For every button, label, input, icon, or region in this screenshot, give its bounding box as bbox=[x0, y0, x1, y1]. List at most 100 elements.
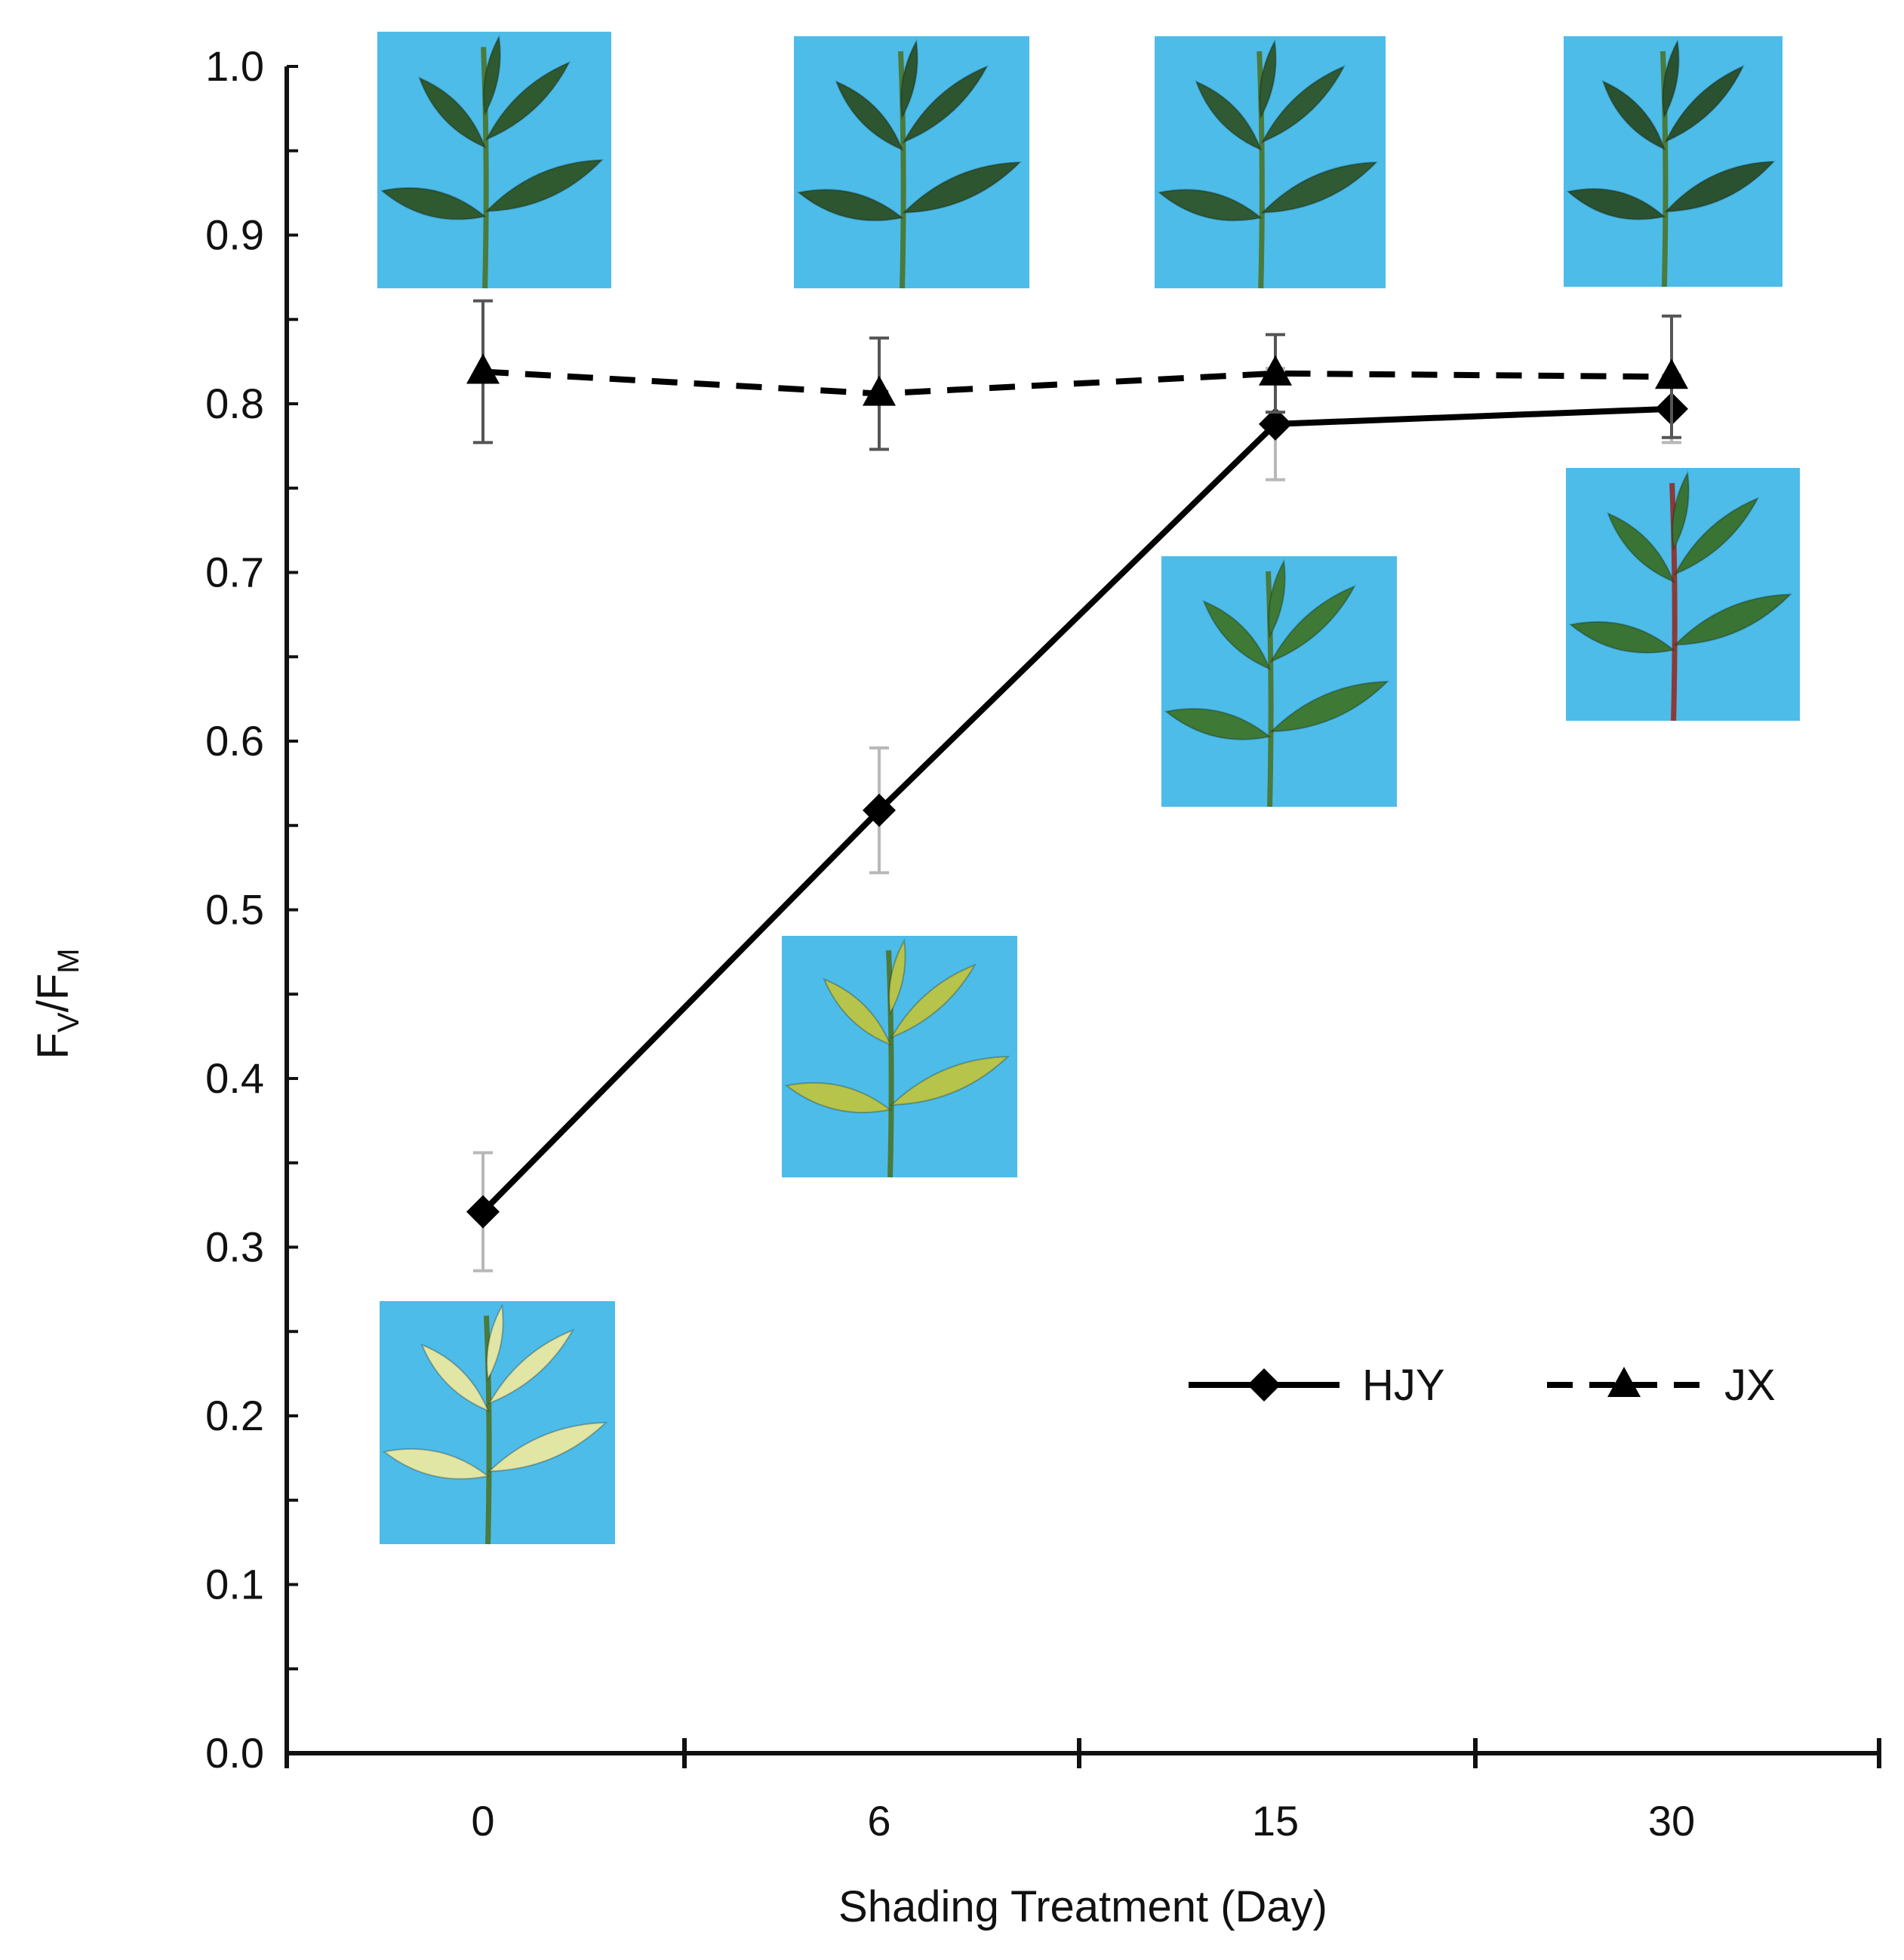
data-point-triangle bbox=[466, 353, 500, 384]
leaf bbox=[1164, 708, 1272, 740]
leaf bbox=[380, 186, 487, 220]
data-point-triangle bbox=[1259, 355, 1292, 386]
leaf-stem bbox=[481, 47, 489, 289]
leaf-photo-hjy-day-15 bbox=[1161, 556, 1397, 808]
leaf bbox=[1664, 160, 1776, 213]
x-axis-title: Shading Treatment (Day) bbox=[838, 1882, 1327, 1931]
legend-item-hjy: HJY bbox=[1189, 1361, 1445, 1410]
leaf-photo-jx-day-15 bbox=[1155, 36, 1386, 289]
x-tick-label: 30 bbox=[1648, 1797, 1695, 1845]
leaf-photo-hjy-day-0 bbox=[380, 1301, 615, 1545]
leaf bbox=[835, 80, 904, 152]
leaf bbox=[1673, 497, 1760, 576]
y-axis-title-sub-m: M bbox=[52, 949, 85, 974]
data-point-diamond bbox=[466, 1195, 500, 1229]
leaf-stem bbox=[484, 1315, 492, 1545]
legend-item-jx: JX bbox=[1547, 1361, 1776, 1410]
y-axis-title: FV/FM bbox=[29, 949, 85, 1060]
leaf bbox=[784, 1082, 892, 1114]
leaf bbox=[902, 161, 1023, 214]
legend-jx-triangle-marker bbox=[1607, 1367, 1641, 1397]
axes: 0.0 0.1 0.2 0.3 0.4 0.5 0.6 0.7 0.8 0.9 1.0 0 6 15 30 bbox=[205, 42, 1881, 1845]
leaf bbox=[1662, 38, 1680, 119]
series-jx bbox=[466, 299, 1688, 451]
leaf-photo-jx-day-30 bbox=[1564, 36, 1783, 288]
y-axis-title-sub-v: V bbox=[52, 1012, 85, 1032]
leaf bbox=[420, 1343, 490, 1412]
leaf-photo-hjy-day-30 bbox=[1566, 468, 1800, 722]
y-axis-title-main: F bbox=[29, 1032, 78, 1059]
leaf bbox=[796, 189, 904, 222]
y-axis-title-sep: /F bbox=[29, 974, 78, 1013]
leaf-stem bbox=[898, 51, 906, 289]
leaf bbox=[1202, 599, 1272, 671]
series-line bbox=[482, 368, 1672, 397]
leaf-stem bbox=[1257, 51, 1265, 289]
data-point-triangle bbox=[1655, 358, 1688, 389]
leaf bbox=[488, 1328, 575, 1405]
y-tick-label: 0.7 bbox=[205, 549, 264, 596]
legend-hjy-label: HJY bbox=[1362, 1361, 1445, 1410]
leaf-photo-jx-day-6 bbox=[794, 36, 1029, 289]
leaf-photos bbox=[377, 32, 1800, 1545]
leaf bbox=[1157, 189, 1263, 222]
leaf bbox=[1601, 79, 1666, 151]
y-tick-label: 0.4 bbox=[205, 1054, 264, 1102]
leaf bbox=[889, 1055, 1010, 1106]
y-ticks: 0.0 0.1 0.2 0.3 0.4 0.5 0.6 0.7 0.8 0.9 1.0 bbox=[205, 42, 298, 1777]
leaf bbox=[486, 1303, 504, 1382]
leaf bbox=[1260, 161, 1379, 214]
leaf-stem bbox=[1669, 482, 1678, 722]
leaf-stem bbox=[1266, 571, 1274, 808]
y-tick-label: 0.0 bbox=[205, 1729, 264, 1777]
leaf bbox=[1269, 680, 1390, 733]
leaf bbox=[1259, 38, 1277, 120]
leaf bbox=[1607, 512, 1675, 583]
legend-hjy-diamond-marker bbox=[1247, 1368, 1281, 1402]
leaf bbox=[823, 977, 892, 1046]
leaf bbox=[890, 963, 977, 1039]
leaf bbox=[1268, 558, 1286, 639]
y-tick-label: 0.5 bbox=[205, 886, 264, 934]
leaf bbox=[902, 65, 989, 144]
data-point-diamond bbox=[863, 793, 896, 827]
leaf bbox=[1672, 470, 1690, 552]
leaf bbox=[484, 158, 604, 213]
leaf bbox=[382, 1448, 490, 1480]
y-tick-label: 0.3 bbox=[205, 1223, 264, 1271]
leaf-stem bbox=[886, 950, 894, 1178]
series-hjy bbox=[466, 367, 1688, 1272]
y-tick-label: 0.8 bbox=[205, 380, 264, 427]
leaf bbox=[1568, 620, 1675, 654]
leaf bbox=[418, 76, 487, 149]
leaf bbox=[483, 34, 501, 116]
y-tick-label: 0.9 bbox=[205, 211, 264, 259]
x-tick-label: 0 bbox=[471, 1797, 494, 1845]
y-tick-label: 0.6 bbox=[205, 717, 264, 765]
leaf bbox=[484, 60, 571, 141]
leaf bbox=[487, 1421, 608, 1472]
leaf-photo-jx-day-0 bbox=[377, 32, 611, 289]
legend: HJY JX bbox=[1189, 1361, 1776, 1410]
data-point-triangle bbox=[863, 375, 896, 406]
leaf-photo-hjy-day-6 bbox=[782, 936, 1017, 1178]
leaf bbox=[1269, 584, 1357, 663]
y-tick-label: 0.1 bbox=[205, 1561, 264, 1608]
y-tick-label: 0.2 bbox=[205, 1392, 264, 1439]
x-tick-label: 6 bbox=[867, 1797, 890, 1845]
series-layer bbox=[466, 299, 1688, 1272]
leaf bbox=[1195, 80, 1263, 152]
x-tick-label: 15 bbox=[1252, 1797, 1299, 1845]
leaf bbox=[1664, 64, 1745, 143]
leaf bbox=[1260, 65, 1346, 144]
y-tick-label: 1.0 bbox=[205, 42, 264, 90]
series-line bbox=[481, 405, 1672, 1214]
leaf bbox=[1673, 593, 1793, 646]
leaf-stem bbox=[1659, 51, 1669, 288]
data-point-diamond bbox=[1259, 407, 1292, 441]
leaf bbox=[900, 38, 918, 120]
leaf bbox=[888, 938, 906, 1016]
leaf bbox=[1566, 188, 1666, 220]
legend-jx-label: JX bbox=[1724, 1361, 1776, 1410]
